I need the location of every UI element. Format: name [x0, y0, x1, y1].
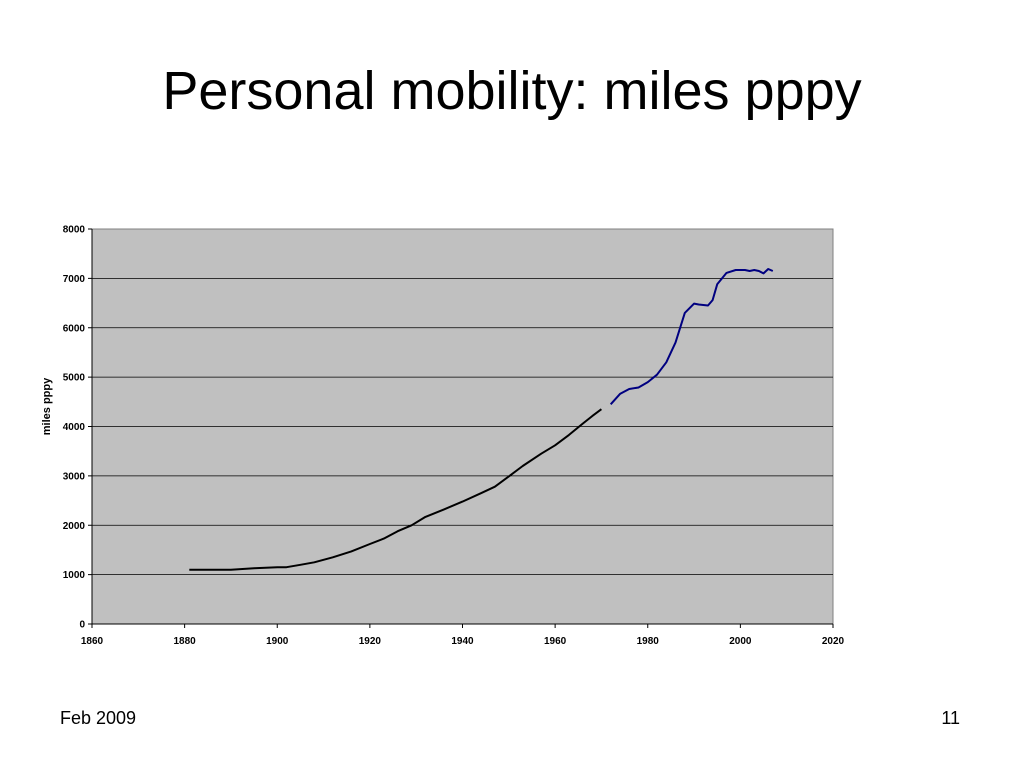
y-tick-label: 7000 [63, 274, 86, 285]
line-chart: 0 1000 2000 3000 4000 5000 6000 7000 8000 1860 188… [41, 225, 845, 648]
y-tick-label: 3000 [63, 471, 86, 482]
series-line-1 [189, 408, 603, 571]
footer-date: Feb 2009 [60, 708, 137, 728]
chart: 0 1000 2000 3000 4000 5000 6000 7000 8000 1860 188… [30, 215, 860, 655]
y-tick-label: 0 [79, 620, 85, 631]
x-tick-label: 2020 [822, 636, 845, 647]
x-tick-label: 1900 [266, 636, 289, 647]
slide-number: 11 [941, 708, 960, 728]
x-tick-label: 2000 [729, 636, 752, 647]
y-tick-label: 5000 [63, 373, 86, 384]
slide-title: Personal mobility: miles pppy [162, 61, 862, 121]
series-line-2 [609, 268, 774, 405]
x-tick-label: 1960 [544, 636, 567, 647]
x-tick-label: 1860 [81, 636, 104, 647]
x-tick-label: 1880 [174, 636, 197, 647]
x-tick-label: 1940 [451, 636, 474, 647]
x-tick-label: 1980 [637, 636, 660, 647]
y-tick-label: 2000 [63, 521, 86, 532]
x-tick-label: 1920 [359, 636, 382, 647]
y-axis-label: miles pppy [41, 377, 53, 435]
y-tick-label: 1000 [63, 570, 86, 581]
y-tick-label: 6000 [63, 323, 86, 334]
y-tick-label: 8000 [63, 225, 86, 236]
y-tick-label: 4000 [63, 422, 86, 433]
